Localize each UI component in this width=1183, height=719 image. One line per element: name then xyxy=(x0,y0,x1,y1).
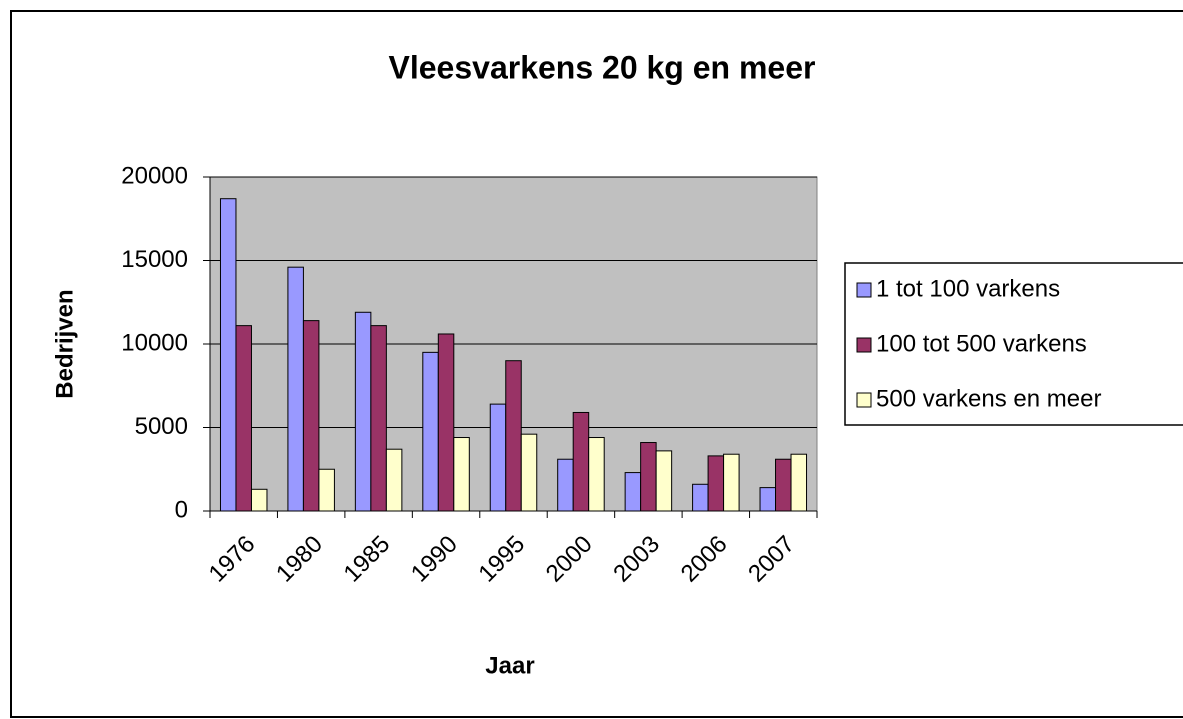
bar xyxy=(557,458,574,512)
bar xyxy=(250,488,268,512)
bar xyxy=(775,458,792,512)
bar xyxy=(624,472,642,512)
bar xyxy=(723,453,740,512)
bar xyxy=(437,333,455,512)
bar xyxy=(588,437,605,512)
bar xyxy=(354,311,372,512)
legend-swatch xyxy=(856,282,872,298)
bar xyxy=(302,320,320,512)
legend-label: 500 varkens en meer xyxy=(876,385,1101,412)
bar xyxy=(790,453,808,512)
y-tick-label: 20000 xyxy=(121,162,188,189)
x-axis-label: Jaar xyxy=(485,652,534,679)
y-tick-label: 5000 xyxy=(135,413,188,440)
y-tick-label: 10000 xyxy=(121,329,188,356)
bar xyxy=(520,433,538,512)
bar xyxy=(287,266,304,512)
bar xyxy=(422,351,439,512)
y-tick-label: 15000 xyxy=(121,246,188,273)
bar xyxy=(453,437,470,512)
bar xyxy=(655,450,673,512)
bar xyxy=(505,360,522,512)
legend-label: 100 tot 500 varkens xyxy=(876,330,1087,357)
bar xyxy=(318,468,335,512)
bar xyxy=(759,487,777,512)
bar xyxy=(489,403,507,512)
bar xyxy=(219,198,237,512)
bar xyxy=(572,411,590,512)
legend-box xyxy=(844,262,1183,426)
legend-swatch xyxy=(856,337,872,353)
bar xyxy=(640,442,657,512)
y-axis-label: Bedrijven xyxy=(51,289,78,398)
legend-swatch xyxy=(856,392,872,408)
bar xyxy=(385,448,403,512)
chart-title: Vleesvarkens 20 kg en meer xyxy=(389,49,816,85)
bar xyxy=(370,325,387,512)
bar xyxy=(235,325,252,512)
bar xyxy=(692,483,709,512)
legend-label: 1 tot 100 varkens xyxy=(876,275,1060,302)
y-tick-label: 0 xyxy=(175,496,188,523)
bar xyxy=(707,455,725,512)
